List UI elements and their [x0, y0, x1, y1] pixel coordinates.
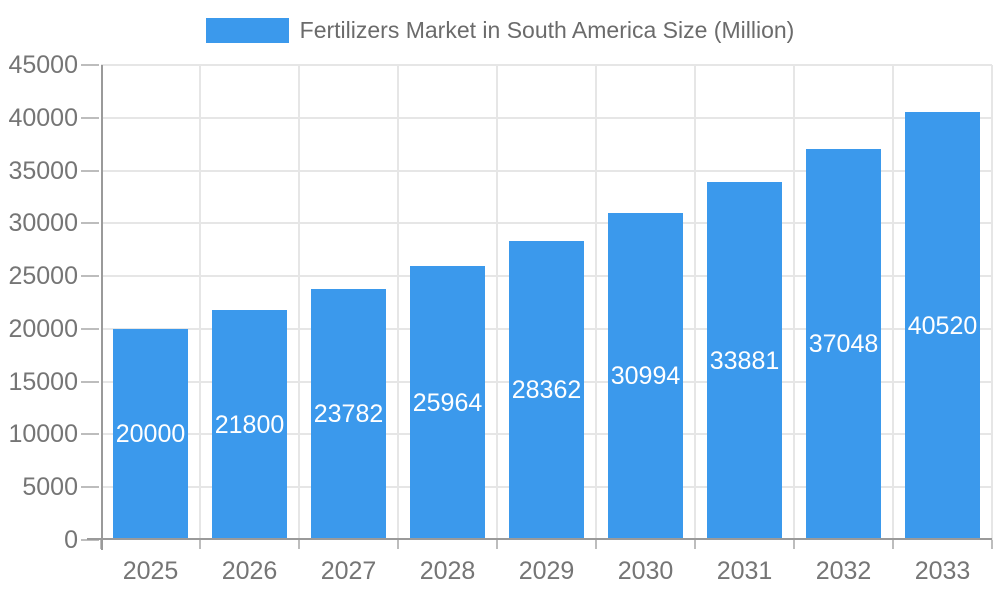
x-tick-label: 2033 — [914, 557, 971, 585]
x-axis-line — [87, 538, 992, 540]
bar-value-label: 30994 — [610, 362, 681, 391]
x-axis-tick — [694, 540, 696, 549]
x-axis-tick — [496, 540, 498, 549]
bar-2030: 30994 — [608, 212, 683, 540]
y-tick-label: 25000 — [8, 262, 78, 291]
x-axis-labels: 2025 2026 2027 2028 2029 2030 2031 2032 2033 — [101, 556, 992, 588]
gridline-vertical — [496, 65, 498, 540]
bar-2029: 28362 — [509, 240, 584, 540]
legend-swatch — [205, 17, 289, 43]
y-axis-tick — [81, 275, 99, 278]
gridline-vertical — [298, 65, 300, 540]
y-tick-label: 0 — [64, 526, 78, 554]
gridline-vertical — [793, 65, 795, 540]
y-axis-tick — [81, 433, 99, 436]
bar-2025: 20000 — [113, 328, 188, 540]
gridline-vertical — [694, 65, 696, 540]
bar-2026: 21800 — [212, 309, 287, 540]
y-tick-label: 45000 — [8, 51, 78, 79]
chart-legend[interactable]: Fertilizers Market in South America Size… — [0, 16, 1000, 44]
bar-2027: 23782 — [311, 288, 386, 540]
x-axis-tick — [793, 540, 795, 549]
gridline-vertical — [397, 65, 399, 540]
gridline-vertical — [991, 65, 993, 540]
y-axis-tick — [81, 327, 99, 330]
y-axis-tick — [81, 116, 99, 119]
x-axis-tick — [397, 540, 399, 549]
y-axis-tick — [81, 486, 99, 489]
y-axis-labels: 0 5000 10000 15000 20000 25000 30000 35000 40000… — [0, 51, 78, 554]
y-axis-tick — [81, 380, 99, 383]
y-tick-label: 30000 — [8, 209, 78, 238]
x-tick-label: 2025 — [122, 557, 179, 585]
x-tick-label: 2031 — [716, 557, 773, 585]
bar-value-label: 20000 — [115, 420, 186, 449]
gridline-vertical — [595, 65, 597, 540]
gridline-vertical — [199, 65, 201, 540]
y-tick-label: 20000 — [8, 314, 78, 343]
gridline-horizontal — [101, 222, 992, 225]
x-tick-label: 2030 — [617, 557, 674, 585]
x-axis-tick — [892, 540, 894, 549]
x-tick-label: 2028 — [419, 557, 476, 585]
gridline-horizontal — [101, 116, 992, 119]
bar-2033: 40520 — [905, 112, 980, 540]
bar-2031: 33881 — [707, 182, 782, 540]
y-tick-label: 35000 — [8, 156, 78, 185]
bar-2028: 25964 — [410, 265, 485, 540]
bar-2032: 37048 — [806, 148, 881, 540]
bar-value-label: 28362 — [511, 376, 582, 405]
y-axis-tick — [81, 169, 99, 172]
x-tick-label: 2026 — [221, 557, 278, 585]
bar-value-label: 37048 — [808, 330, 879, 359]
x-axis-tick — [595, 540, 597, 549]
y-tick-label: 5000 — [22, 473, 78, 502]
x-tick-label: 2032 — [815, 557, 872, 585]
legend-label: Fertilizers Market in South America Size… — [299, 17, 795, 43]
gridline-vertical — [892, 65, 894, 540]
x-axis-tick — [298, 540, 300, 549]
bar-value-label: 23782 — [313, 400, 384, 429]
y-axis-tick — [81, 222, 99, 225]
x-axis-tick — [991, 540, 993, 549]
y-tick-label: 10000 — [8, 420, 78, 449]
y-tick-label: 40000 — [8, 103, 78, 132]
x-axis-tick — [199, 540, 201, 549]
bar-value-label: 40520 — [907, 312, 978, 341]
bar-value-label: 21800 — [214, 410, 285, 439]
y-axis-tick — [81, 64, 99, 66]
bar-value-label: 25964 — [412, 388, 483, 417]
gridline-horizontal — [101, 169, 992, 172]
bar-value-label: 33881 — [709, 347, 780, 376]
y-axis-tick — [81, 539, 99, 541]
y-tick-label: 15000 — [8, 367, 78, 396]
gridline-horizontal — [101, 64, 992, 66]
y-axis-line — [101, 65, 103, 550]
plot-area: 20000 21800 23782 25964 28362 30994 33881 37048… — [81, 64, 993, 550]
x-tick-label: 2029 — [518, 557, 575, 585]
x-tick-label: 2027 — [320, 557, 377, 585]
